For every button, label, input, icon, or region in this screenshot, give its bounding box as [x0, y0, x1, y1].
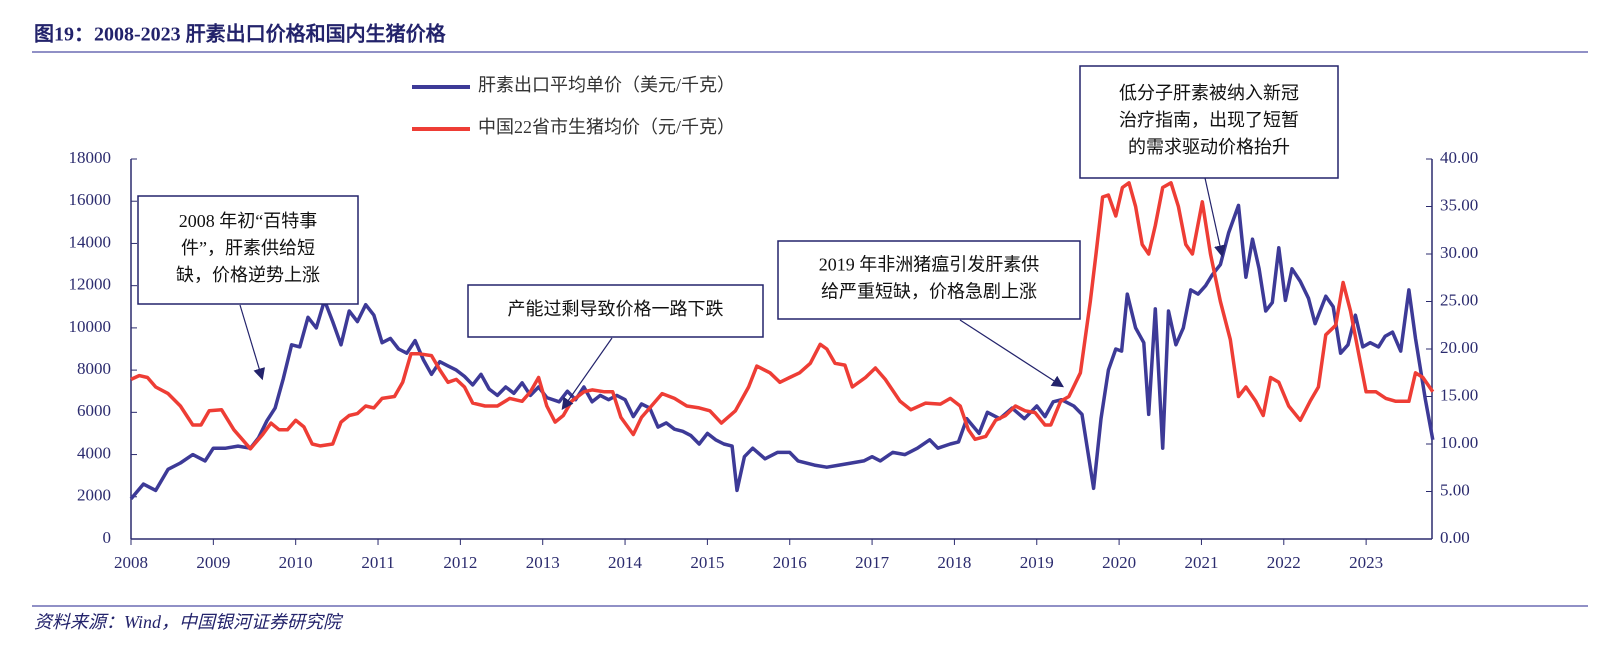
y2-tick-label: 25.00: [1440, 290, 1478, 309]
x-tick-label: 2021: [1184, 553, 1218, 572]
legend-label: 肝素出口平均单价（美元/千克）: [478, 75, 735, 95]
y2-tick-label: 40.00: [1440, 148, 1478, 167]
y-tick-label: 10000: [69, 317, 112, 336]
legend-label: 中国22省市生猪均价（元/千克）: [478, 117, 735, 137]
x-tick-label: 2020: [1102, 553, 1136, 572]
y-tick-label: 14000: [69, 232, 112, 251]
x-tick-label: 2019: [1020, 553, 1054, 572]
x-tick-label: 2008: [114, 553, 148, 572]
y2-tick-label: 20.00: [1440, 338, 1478, 357]
x-tick-label: 2016: [773, 553, 807, 572]
x-tick-label: 2015: [690, 553, 724, 572]
annotation-text: 2008 年初“百特事: [179, 211, 318, 231]
annotation-text: 产能过剩导致价格一路下跌: [508, 299, 724, 319]
y2-tick-label: 5.00: [1440, 480, 1470, 499]
x-tick-label: 2010: [279, 553, 313, 572]
y-tick-label: 16000: [69, 190, 112, 209]
y2-tick-label: 10.00: [1440, 433, 1478, 452]
y-tick-label: 12000: [69, 275, 112, 294]
y-tick-label: 4000: [77, 443, 111, 462]
y-tick-label: 18000: [69, 148, 112, 167]
y-tick-label: 0: [103, 528, 112, 547]
annotation-text: 给严重短缺，价格急剧上涨: [821, 282, 1037, 302]
x-tick-label: 2023: [1349, 553, 1383, 572]
series-line: [129, 203, 1435, 501]
y2-tick-label: 35.00: [1440, 195, 1478, 214]
annotation-box: [777, 240, 1081, 320]
x-tick-label: 2009: [196, 553, 230, 572]
annotation-text: 件”，肝素供给短: [181, 238, 315, 258]
x-tick-label: 2014: [608, 553, 643, 572]
source: 资料来源：Wind，中国银河证券研究院: [34, 612, 344, 632]
x-tick-label: 2012: [443, 553, 477, 572]
x-tick-label: 2013: [526, 553, 560, 572]
annotation-text: 2019 年非洲猪瘟引发肝素供: [819, 255, 1040, 275]
annotation-box: [137, 195, 359, 305]
chart-title: 图19：2008-2023 肝素出口价格和国内生猪价格: [34, 22, 447, 46]
series-line: [130, 181, 1435, 451]
y2-tick-label: 30.00: [1440, 243, 1478, 262]
annotation-text: 缺，价格逆势上涨: [176, 265, 320, 285]
y-tick-label: 8000: [77, 359, 111, 378]
annotation-arrow: [959, 319, 1065, 388]
annotation-text: 的需求驱动价格抬升: [1128, 137, 1290, 157]
y2-tick-label: 0.00: [1440, 528, 1470, 547]
annotation-arrow: [1204, 177, 1226, 258]
x-tick-label: 2022: [1267, 553, 1301, 572]
x-tick-label: 2018: [937, 553, 971, 572]
x-tick-label: 2017: [855, 553, 890, 572]
annotation-text: 治疗指南，出现了短暂: [1119, 110, 1299, 130]
y-tick-label: 6000: [77, 401, 111, 420]
y-tick-label: 2000: [77, 486, 111, 505]
x-tick-label: 2011: [361, 553, 394, 572]
annotation-box: [1079, 65, 1339, 179]
y2-tick-label: 15.00: [1440, 385, 1478, 404]
annotation-arrow: [561, 337, 613, 410]
annotation-text: 低分子肝素被纳入新冠: [1119, 83, 1299, 103]
annotation-arrow: [239, 304, 265, 381]
annotation-box: [467, 284, 764, 338]
